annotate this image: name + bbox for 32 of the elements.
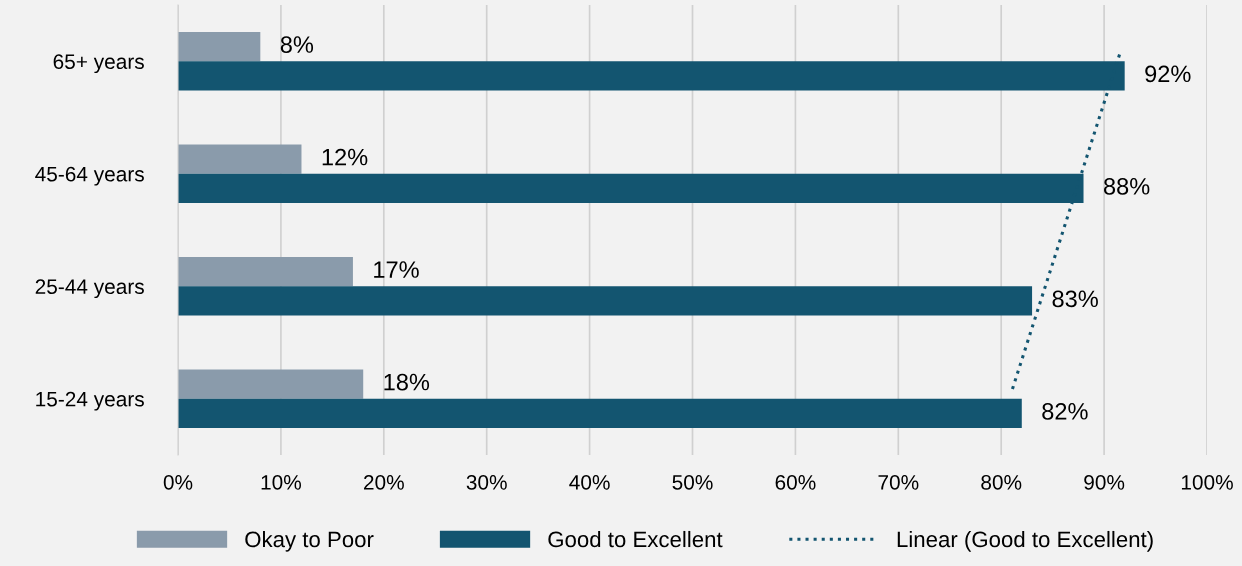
legend-label: Okay to Poor [245,530,374,552]
x-tick-label: 0% [163,474,193,490]
x-tick-label: 100% [1181,474,1233,490]
bar [178,257,353,287]
data-label: 83% [1052,290,1098,308]
y-tick-label: 45-64 years [35,166,144,186]
x-tick-label: 20% [364,474,404,490]
x-tick-label: 40% [569,474,610,490]
data-label: 17% [374,261,419,278]
data-label: 82% [1042,402,1088,420]
bar [178,32,261,62]
legend-label: Linear (Good to Excellent) [897,530,1153,552]
y-tick-label: 25-44 years [35,279,144,299]
data-label: 88% [1103,177,1150,195]
data-label: 18% [384,373,430,391]
y-tick-label: 15-24 years [36,391,144,411]
data-label: 8% [280,36,314,53]
data-label: 92% [1145,65,1191,83]
bar [178,398,1022,428]
x-tick-label: 50% [672,474,713,490]
legend-label: Good to Excellent [548,530,723,548]
bar [178,369,364,399]
x-tick-label: 60% [775,474,816,490]
bar [178,144,302,174]
x-tick-label: 90% [1084,474,1125,490]
x-tick-label: 10% [261,474,302,490]
x-tick-label: 70% [878,474,919,490]
bar [178,286,1033,316]
x-tick-label: 80% [981,474,1022,490]
y-tick-label: 65+ years [53,54,144,74]
data-label: 12% [322,148,368,166]
x-tick-label: 30% [466,474,507,490]
